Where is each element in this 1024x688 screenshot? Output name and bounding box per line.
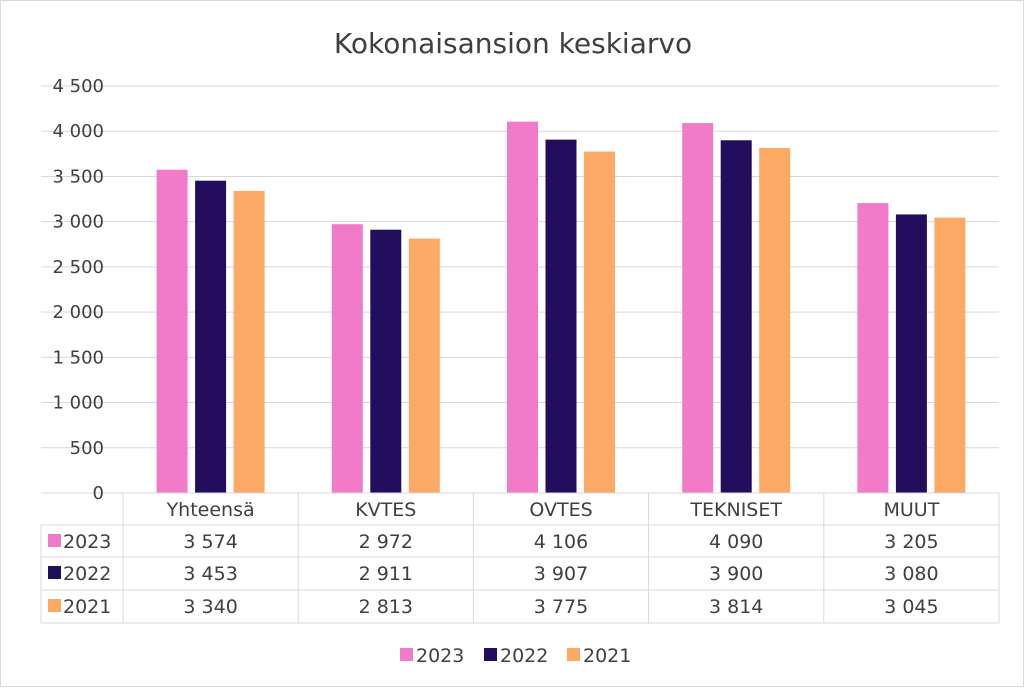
- table-series-name: 2021: [63, 596, 111, 618]
- category-label: KVTES: [355, 499, 416, 521]
- table-series-swatch: [48, 566, 61, 579]
- table-series-swatch: [48, 599, 61, 612]
- y-tick-label: 0: [93, 483, 104, 504]
- category-label: MUUT: [883, 499, 939, 521]
- y-tick-label: 3 500: [52, 166, 104, 187]
- data-label: 3 045: [884, 596, 938, 618]
- legend-label: 2023: [416, 645, 464, 667]
- y-tick-label: 3 000: [52, 212, 104, 233]
- data-label: 3 900: [709, 563, 763, 585]
- y-axis-tick-labels: 0 500 1 000 1 500 2 000 2 500 3 000 3 500 4 000 4…: [52, 76, 104, 504]
- data-label: 3 080: [884, 563, 938, 585]
- bar: [857, 203, 889, 493]
- data-label: 2 972: [359, 531, 413, 553]
- bar: [759, 148, 791, 493]
- bar: [233, 190, 265, 493]
- category-label: TEKNISET: [689, 499, 782, 521]
- y-tick-label: 500: [70, 438, 104, 459]
- data-label: 4 106: [534, 531, 588, 553]
- bar: [195, 180, 227, 494]
- bar: [720, 140, 752, 493]
- y-tick-label: 1 500: [52, 347, 104, 368]
- bar: [934, 217, 966, 493]
- bar: [156, 169, 188, 493]
- table-series-name: 2022: [63, 563, 111, 585]
- bar: [545, 139, 577, 494]
- data-label: 3 814: [709, 596, 763, 618]
- bar: [370, 229, 402, 493]
- data-label: 2 813: [359, 596, 413, 618]
- data-label: 3 775: [534, 596, 588, 618]
- legend-swatch: [484, 648, 497, 661]
- bar: [507, 121, 538, 494]
- category-label: Yhteensä: [166, 499, 255, 521]
- data-table: Yhteensä KVTES OVTES TEKNISET MUUT 2023 3 574 2…: [40, 492, 1000, 624]
- data-label: 3 574: [183, 531, 237, 553]
- bar: [895, 214, 927, 494]
- bar: [331, 224, 363, 494]
- data-label: 3 907: [534, 563, 588, 585]
- category-label: OVTES: [529, 499, 592, 521]
- y-tick-label: 1 000: [52, 393, 104, 414]
- legend-swatch: [400, 648, 413, 661]
- legend-swatch: [567, 648, 580, 661]
- data-label: 3 453: [183, 563, 237, 585]
- data-label: 4 090: [709, 531, 763, 553]
- table-series-name: 2023: [63, 531, 111, 553]
- legend-label: 2022: [500, 645, 548, 667]
- y-tick-label: 2 500: [52, 257, 104, 278]
- legend: 2023 2022 2021: [400, 645, 631, 667]
- data-label: 3 340: [183, 596, 237, 618]
- data-label: 3 205: [884, 531, 938, 553]
- y-tick-label: 4 000: [52, 121, 104, 142]
- legend-label: 2021: [583, 645, 631, 667]
- bar: [584, 151, 615, 494]
- table-series-swatch: [48, 534, 61, 547]
- bar: [408, 238, 440, 493]
- data-label: 2 911: [359, 563, 413, 585]
- bars: [156, 121, 966, 494]
- y-tick-label: 4 500: [52, 76, 104, 97]
- chart-title: Kokonaisansion keskiarvo: [334, 27, 692, 60]
- y-tick-label: 2 000: [52, 302, 104, 323]
- bar: [682, 123, 714, 494]
